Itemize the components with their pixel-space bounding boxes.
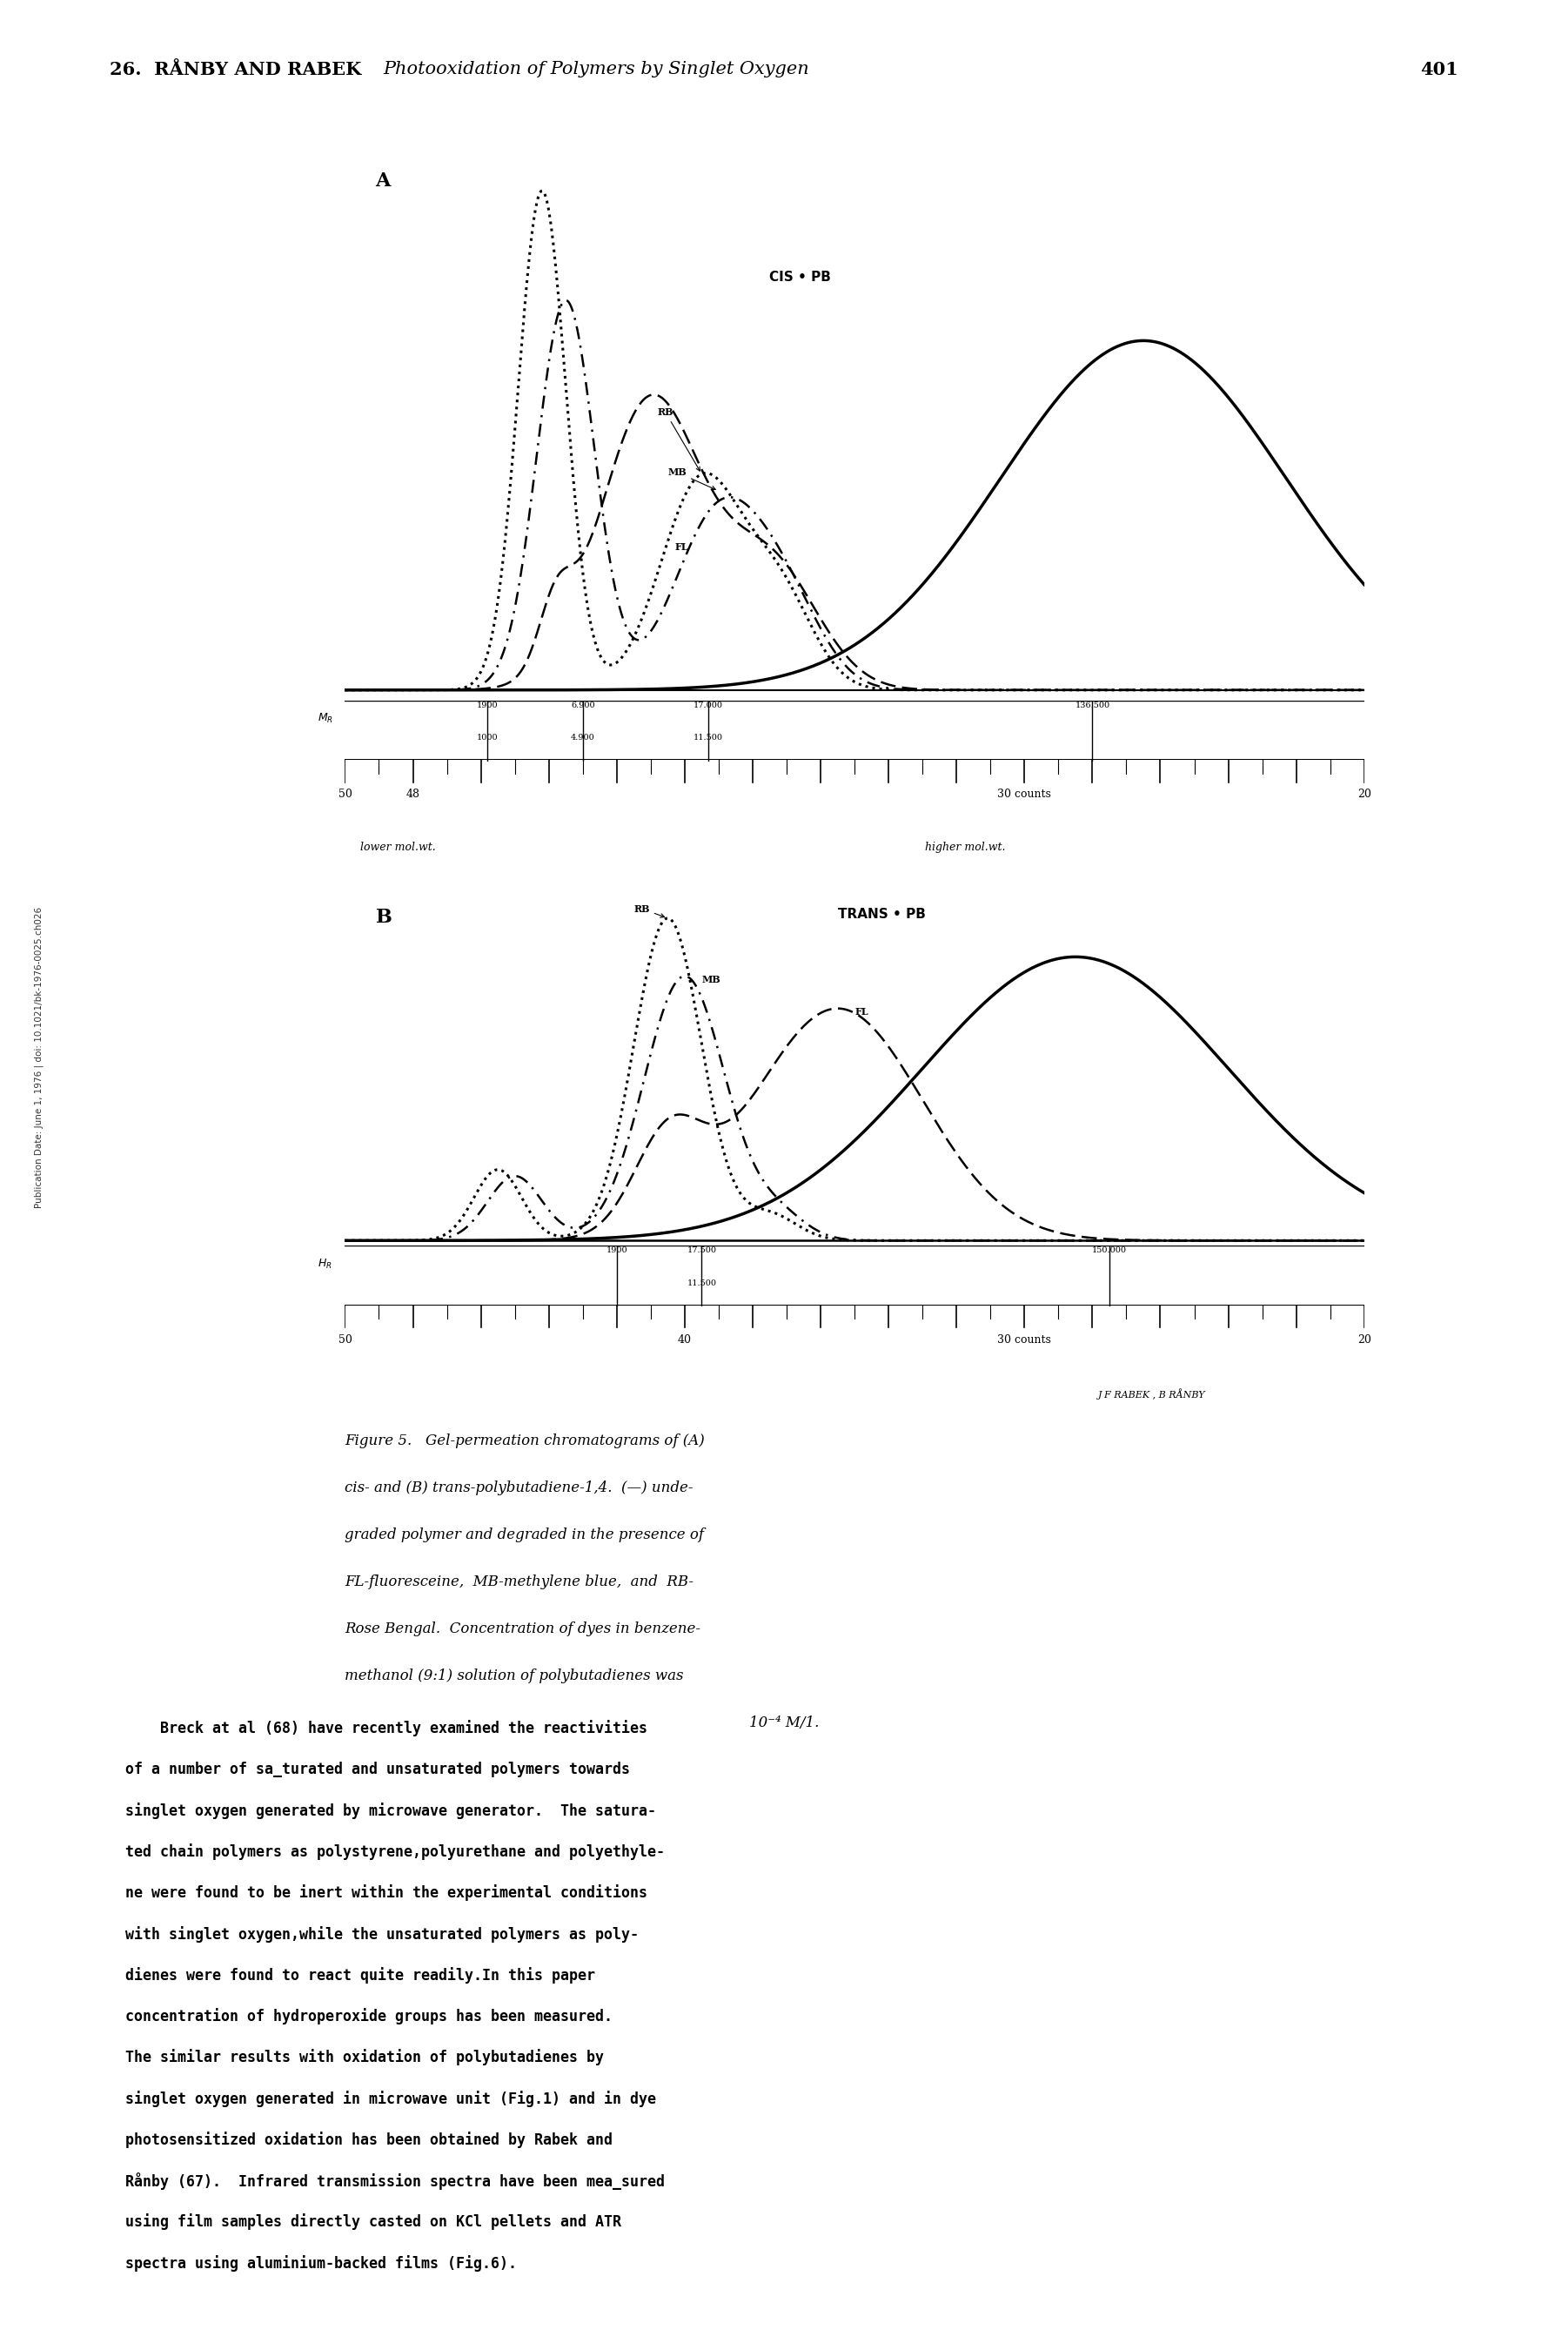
Text: of a number of sa̲turated and unsaturated polymers towards: of a number of sa̲turated and unsaturate… (125, 1762, 630, 1777)
Text: 1900: 1900 (607, 1248, 627, 1255)
Text: 20: 20 (1358, 790, 1370, 799)
Text: ted chain polymers as polystyrene,polyurethane and polyethyle-: ted chain polymers as polystyrene,polyur… (125, 1842, 665, 1861)
Text: CIS • PB: CIS • PB (770, 270, 831, 284)
Text: Rånby (67).  Infrared transmission spectra have been mea̲sured: Rånby (67). Infrared transmission spectr… (125, 2171, 665, 2190)
Text: methanol (9:1) solution of polybutadienes was: methanol (9:1) solution of polybutadiene… (345, 1668, 684, 1683)
Text: 1000: 1000 (477, 733, 499, 743)
Text: Rose Bengal.  Concentration of dyes in benzene-: Rose Bengal. Concentration of dyes in be… (345, 1621, 701, 1636)
Text: 50: 50 (339, 1335, 351, 1344)
Text: 30 counts: 30 counts (997, 1335, 1052, 1344)
Text: Publication Date: June 1, 1976 | doi: 10.1021/bk-1976-0025.ch026: Publication Date: June 1, 1976 | doi: 10… (34, 907, 44, 1208)
Text: MB: MB (668, 468, 715, 489)
Text: 11.500: 11.500 (693, 733, 723, 743)
Text: 11.500: 11.500 (687, 1278, 717, 1288)
Text: dienes were found to react quite readily.In this paper: dienes were found to react quite readily… (125, 1967, 596, 1983)
Text: 40: 40 (677, 1335, 691, 1344)
Text: RB: RB (657, 407, 699, 470)
Text: lower mol.wt.: lower mol.wt. (361, 841, 436, 853)
Text: ne were found to be inert within the experimental conditions: ne were found to be inert within the exp… (125, 1885, 648, 1901)
Text: with singlet oxygen,while the unsaturated polymers as poly-: with singlet oxygen,while the unsaturate… (125, 1927, 638, 1943)
Text: cis- and (B) trans-polybutadiene-1,4.  (—) unde-: cis- and (B) trans-polybutadiene-1,4. (—… (345, 1480, 693, 1495)
Text: 17.000: 17.000 (693, 703, 723, 710)
Text: 150.000: 150.000 (1091, 1248, 1127, 1255)
Text: J F RABEK , B RÅNBY: J F RABEK , B RÅNBY (1098, 1389, 1206, 1401)
Text: A: A (376, 172, 390, 190)
Text: TRANS • PB: TRANS • PB (837, 907, 925, 921)
Text: FL-fluoresceine,  MB-methylene blue,  and  RB-: FL-fluoresceine, MB-methylene blue, and … (345, 1574, 695, 1589)
Text: Breck at al (68) have recently examined the reactivities: Breck at al (68) have recently examined … (125, 1720, 648, 1737)
Text: $H_R$: $H_R$ (318, 1257, 332, 1271)
Text: RB: RB (633, 905, 665, 916)
Text: 401: 401 (1421, 61, 1458, 78)
Text: 50: 50 (339, 790, 351, 799)
Text: FL: FL (674, 543, 688, 552)
Text: using film samples directly casted on KCl pellets and ATR: using film samples directly casted on KC… (125, 2214, 621, 2230)
Text: B: B (376, 907, 392, 926)
Text: 26.  RÅNBY AND RABEK: 26. RÅNBY AND RABEK (110, 61, 362, 78)
Text: singlet oxygen generated in microwave unit (Fig.1) and in dye: singlet oxygen generated in microwave un… (125, 2092, 657, 2108)
Text: 48: 48 (406, 790, 420, 799)
Text: Figure 5.   Gel-permeation chromatograms of (A): Figure 5. Gel-permeation chromatograms o… (345, 1434, 706, 1448)
Text: 136.500: 136.500 (1076, 703, 1110, 710)
Text: 30 counts: 30 counts (997, 790, 1052, 799)
Text: The similar results with oxidation of polybutadienes by: The similar results with oxidation of po… (125, 2049, 604, 2066)
Text: 17.500: 17.500 (687, 1248, 717, 1255)
Text: MB: MB (702, 975, 721, 985)
Text: photosensitized oxidation has been obtained by Rabek and: photosensitized oxidation has been obtai… (125, 2131, 613, 2148)
Text: singlet oxygen generated by microwave generator.  The satura-: singlet oxygen generated by microwave ge… (125, 1802, 657, 1819)
Text: 20: 20 (1358, 1335, 1370, 1344)
Text: 1900: 1900 (477, 703, 499, 710)
Text: graded polymer and degraded in the presence of: graded polymer and degraded in the prese… (345, 1528, 704, 1542)
Text: Photooxidation of Polymers by Singlet Oxygen: Photooxidation of Polymers by Singlet Ox… (383, 61, 809, 78)
Text: spectra using aluminium-backed films (Fig.6).: spectra using aluminium-backed films (Fi… (125, 2256, 517, 2272)
Text: 6.900: 6.900 (571, 703, 594, 710)
Text: higher mol.wt.: higher mol.wt. (925, 841, 1005, 853)
Text: FL: FL (855, 1008, 869, 1018)
Text: concentration of hydroperoxide groups has been measured.: concentration of hydroperoxide groups ha… (125, 2007, 613, 2026)
Text: 10⁻⁴ M/1.: 10⁻⁴ M/1. (750, 1716, 818, 1730)
Text: $M_R$: $M_R$ (318, 712, 334, 726)
Text: 4.900: 4.900 (571, 733, 594, 743)
